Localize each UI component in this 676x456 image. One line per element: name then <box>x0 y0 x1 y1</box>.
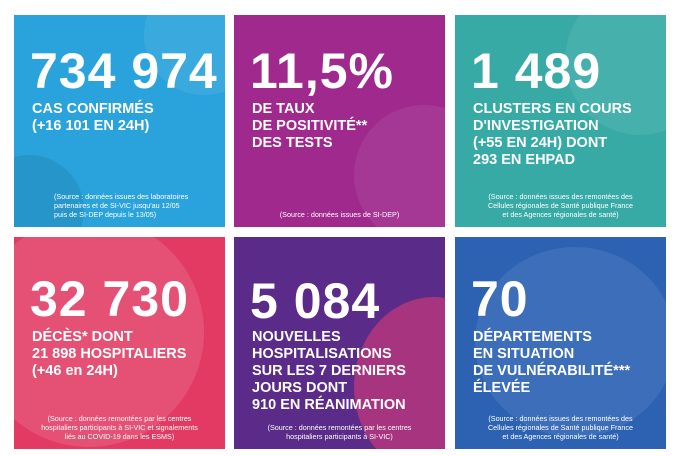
label-line: ÉLEVÉE <box>473 380 531 396</box>
label-line: DE POSITIVITÉ** <box>252 118 368 134</box>
label-line: DE VULNÉRABILITÉ*** <box>473 363 631 379</box>
big-number: 70 <box>471 271 529 327</box>
stat-tile: 11,5% DE TAUX DE POSITIVITÉ** DES TESTS (Sou… <box>234 15 445 227</box>
source-note: (Source : données issues des remontées d… <box>463 414 658 441</box>
stat-tile: 32 730 DÉCÈS* DONT 21 898 HOSPITALIERS (+46… <box>14 237 225 449</box>
label-line: 293 EN EHPAD <box>473 152 576 168</box>
source-line: (Source : données remontées par les cent… <box>267 423 412 432</box>
source-note: (Source : données issues des laboratoire… <box>54 192 217 219</box>
source-line: (Source : données issues de SI-DEP) <box>279 210 400 219</box>
source-line: partenaires et de SI-VIC jusqu'au 12/05 <box>54 201 180 210</box>
big-number: 32 730 <box>30 271 189 327</box>
stat-tile: 734 974 CAS CONFIRMÉS (+16 101 EN 24H) (Sou… <box>14 15 225 227</box>
source-line: (Source : données issues des remontées d… <box>488 192 633 201</box>
source-line: hospitaliers participants à SI-VIC et si… <box>41 423 198 432</box>
stat-label: DE TAUX DE POSITIVITÉ** DES TESTS <box>252 101 367 152</box>
stat-tile: 70 DÉPARTEMENTS EN SITUATION DE VULNÉRABILI… <box>455 237 666 449</box>
stat-label: CAS CONFIRMÉS (+16 101 EN 24H) <box>32 101 154 135</box>
source-line: (Source : données issues des laboratoire… <box>54 192 189 201</box>
label-line: (+46 en 24H) <box>32 363 118 379</box>
label-line: HOSPITALISATIONS <box>252 346 392 362</box>
stat-tile: 5 084 NOUVELLES HOSPITALISATIONS SUR LES 7 … <box>234 237 445 449</box>
label-line: 910 EN RÉANIMATION <box>252 397 406 413</box>
big-number: 11,5% <box>250 43 395 99</box>
label-line: SUR LES 7 DERNIERS <box>252 363 406 379</box>
label-line: DÉCÈS* DONT <box>32 329 133 345</box>
decoration <box>354 105 445 227</box>
source-line: liés au COVID-19 dans les ESMS) <box>64 432 175 441</box>
source-line: et des Agences régionales de santé) <box>502 432 619 441</box>
big-number: 734 974 <box>30 43 218 99</box>
stat-label: NOUVELLES HOSPITALISATIONS SUR LES 7 DERNI… <box>252 329 406 414</box>
source-line: et des Agences régionales de santé) <box>502 210 619 219</box>
label-line: JOURS DONT <box>252 380 348 396</box>
label-line: D'INVESTIGATION <box>473 118 599 134</box>
label-line: DES TESTS <box>252 135 333 151</box>
decoration <box>475 247 666 437</box>
stat-label: DÉPARTEMENTS EN SITUATION DE VULNÉRABILITÉ… <box>473 329 630 397</box>
source-line: (Source : données issues des remontées d… <box>488 414 633 423</box>
big-number: 5 084 <box>250 273 381 329</box>
label-line: NOUVELLES <box>252 329 341 345</box>
source-line: hospitaliers participants à SI-VIC) <box>286 432 393 441</box>
stat-label: DÉCÈS* DONT 21 898 HOSPITALIERS (+46 en 24… <box>32 329 186 380</box>
label-line: (+16 101 EN 24H) <box>32 118 150 134</box>
label-line: DE TAUX <box>252 101 315 117</box>
source-note: (Source : données remontées par les cent… <box>242 423 437 441</box>
source-note: (Source : données issues des remontées d… <box>463 192 658 219</box>
label-line: (+55 EN 24H) DONT <box>473 135 608 151</box>
source-note: (Source : données remontées par les cent… <box>22 414 217 441</box>
source-note: (Source : données issues de SI-DEP) <box>242 210 437 219</box>
label-line: DÉPARTEMENTS <box>473 329 592 345</box>
source-line: Cellules régionales de Santé publique Fr… <box>487 423 634 432</box>
stat-label: CLUSTERS EN COURS D'INVESTIGATION (+55 EN … <box>473 101 632 169</box>
stat-tile: 1 489 CLUSTERS EN COURS D'INVESTIGATION (+5… <box>455 15 666 227</box>
source-line: (Source : données remontées par les cent… <box>47 414 192 423</box>
label-line: EN SITUATION <box>473 346 575 362</box>
source-line: puis de SI-DEP depuis le 13/05) <box>54 210 157 219</box>
source-line: Cellules régionales de Santé publique Fr… <box>487 201 634 210</box>
label-line: 21 898 HOSPITALIERS <box>32 346 187 362</box>
label-line: CLUSTERS EN COURS <box>473 101 632 117</box>
big-number: 1 489 <box>471 43 602 99</box>
label-line: CAS CONFIRMÉS <box>32 101 154 117</box>
